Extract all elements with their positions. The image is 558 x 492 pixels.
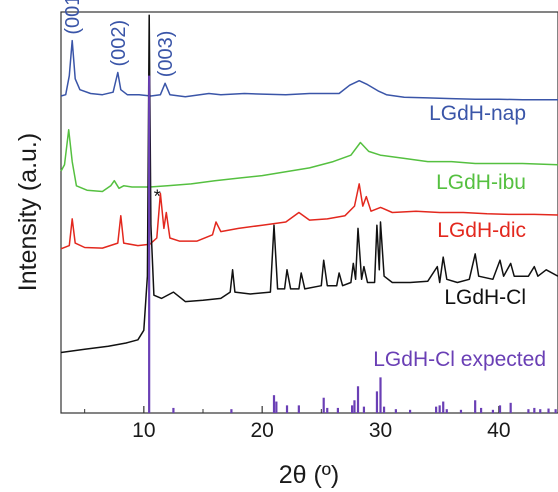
series-label-lgdh-dic: LGdH-dic (437, 219, 526, 242)
x-tick-label-20: 20 (250, 419, 273, 442)
series-line-lgdh-ibu (60, 129, 558, 193)
x-axis-ticks: 10 20 30 40 (84, 406, 558, 442)
series-label-lgdh-ibu: LGdH-ibu (436, 171, 526, 194)
series-label-lgdh-cl-expected: LGdH-Cl expected (373, 348, 546, 371)
asterisk-marker: * (154, 186, 161, 206)
series-line-lgdh-cl (60, 14, 558, 354)
series-line-lgdh-nap (60, 39, 558, 101)
x-tick-label-30: 30 (369, 419, 392, 442)
series-label-lgdh-nap: LGdH-nap (429, 102, 526, 125)
series-label-lgdh-cl: LGdH-Cl (444, 286, 526, 309)
x-tick-label-10: 10 (132, 419, 155, 442)
label-layer: LGdH-nap LGdH-ibu LGdH-dic LGdH-Cl LGdH-Cl e… (62, 0, 546, 371)
peak-label-002: (002) (108, 20, 130, 67)
x-tick-label-40: 40 (487, 419, 510, 442)
y-axis-label: Intensity (a.u.) (14, 133, 42, 291)
plot-frame (60, 11, 558, 414)
series-line-lgdh-dic (60, 183, 558, 250)
peak-label-003: (003) (155, 31, 177, 78)
series-layer (60, 14, 558, 413)
x-axis-label: 2θ (º) (279, 461, 340, 489)
peak-label-001: (001) (62, 0, 84, 35)
